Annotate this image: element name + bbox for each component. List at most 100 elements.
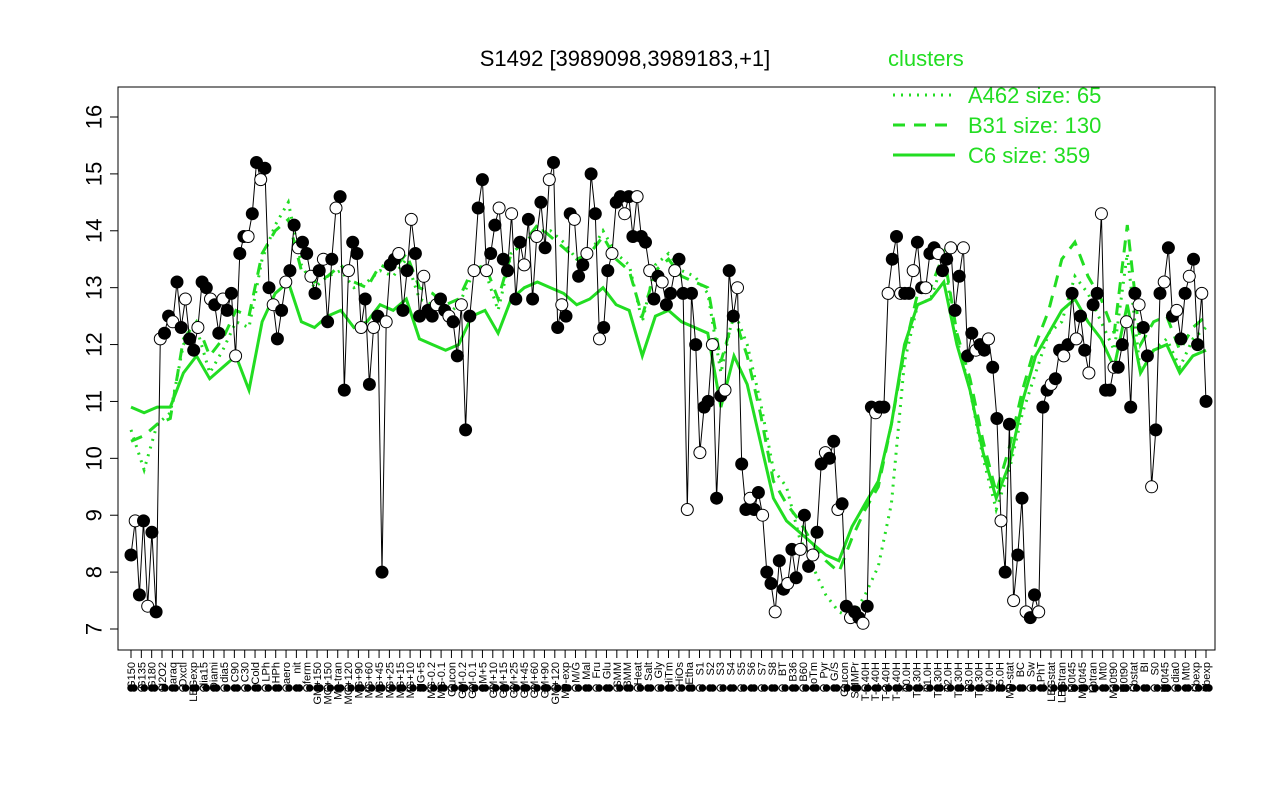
y-tick-label: 10 [82, 446, 107, 470]
data-point [710, 491, 724, 505]
data-point [1170, 303, 1184, 317]
rug-marker [605, 684, 614, 692]
data-point [890, 230, 903, 243]
rug-marker [843, 684, 851, 692]
data-point [1174, 332, 1188, 346]
x-tick-label: Glu [601, 662, 613, 679]
data-point [300, 247, 314, 260]
rug-marker [202, 684, 211, 692]
data-point [705, 338, 719, 352]
x-tick-label: dia5 [219, 662, 231, 683]
x-tick-label: Lbexp [1201, 662, 1213, 692]
x-tick-label: SMMPr [850, 662, 862, 699]
rug-marker [698, 684, 707, 692]
data-point [823, 451, 836, 465]
rug-marker [802, 684, 810, 692]
data-point [392, 247, 406, 260]
rug-marker [1184, 684, 1193, 692]
x-tick-label: M40t90 [1108, 662, 1120, 699]
data-point [501, 264, 514, 278]
data-point [1195, 286, 1209, 300]
data-point [446, 315, 460, 329]
x-tick-label: aero [281, 662, 293, 684]
x-tick-label: T2.30H [953, 662, 965, 698]
data-point [1078, 343, 1092, 357]
data-point [659, 298, 673, 312]
rug-marker [574, 684, 583, 692]
data-point [672, 252, 686, 266]
x-tick-label: GM-0.2 [457, 662, 469, 699]
data-point [149, 605, 163, 619]
rug-marker [946, 684, 955, 692]
data-point [1090, 286, 1104, 300]
data-point [990, 412, 1004, 425]
data-point [1082, 366, 1096, 380]
data-point [576, 258, 590, 272]
plot-frame [117, 86, 1216, 651]
x-tick-label: Diami [209, 662, 221, 690]
x-tick-label: ferm [302, 662, 314, 684]
data-point [756, 508, 770, 522]
data-point [751, 486, 765, 499]
x-tick-label: Pyr [819, 662, 831, 679]
data-point [1094, 207, 1108, 221]
data-point [542, 173, 556, 187]
data-point [856, 616, 870, 630]
data-point [1111, 360, 1125, 374]
rug-marker [636, 684, 645, 692]
x-tick-label: MG+45 [374, 662, 386, 698]
data-point [517, 258, 531, 272]
x-tick-label: M9-stat [1005, 662, 1017, 699]
data-point [467, 264, 481, 278]
rug-marker [1143, 684, 1151, 692]
rug-marker [864, 684, 872, 692]
x-tick-label: G/S [829, 662, 841, 681]
data-point [768, 605, 782, 619]
data-point [329, 201, 343, 215]
data-point [229, 349, 243, 363]
x-tick-label: BC [1015, 662, 1027, 677]
y-tick-label: 14 [82, 219, 107, 243]
data-point [547, 156, 560, 169]
data-point [137, 514, 150, 528]
data-point [693, 446, 707, 460]
data-point [312, 264, 326, 278]
data-point [358, 292, 372, 306]
y-tick-label: 7 [82, 623, 107, 635]
data-point [279, 275, 293, 289]
x-tick-label: Fru [591, 662, 603, 679]
data-point [1065, 286, 1079, 300]
rug-marker [337, 684, 345, 692]
rug-marker [161, 684, 169, 692]
rug-marker [781, 684, 789, 692]
rug-marker [409, 684, 417, 692]
data-point [885, 252, 899, 266]
data-point [245, 207, 259, 221]
data-point [124, 548, 138, 562]
x-tick-label: MG+15 [395, 662, 407, 698]
rug-marker [647, 684, 655, 692]
rug-marker [585, 684, 593, 692]
x-tick-label: Oxctl [178, 662, 190, 687]
data-point [982, 332, 995, 346]
y-tick-label: 15 [82, 162, 107, 186]
rug-marker [450, 684, 459, 692]
series-markers [124, 156, 1213, 630]
data-point [956, 241, 970, 255]
data-point [555, 298, 569, 312]
data-point [1032, 605, 1046, 619]
data-point [1136, 321, 1150, 334]
series-layer [124, 156, 1213, 630]
rug-marker [1112, 684, 1120, 692]
data-point [944, 241, 958, 255]
x-tick-label: M0t45 [1160, 662, 1172, 693]
data-point [1124, 400, 1138, 414]
data-point [1048, 372, 1062, 386]
data-point [567, 212, 581, 226]
rug-marker [357, 684, 366, 692]
data-point [664, 286, 678, 300]
data-point [367, 321, 381, 334]
x-tick-label: T-1.40H [891, 662, 903, 701]
x-tick-label: Lbexp [1191, 662, 1203, 692]
